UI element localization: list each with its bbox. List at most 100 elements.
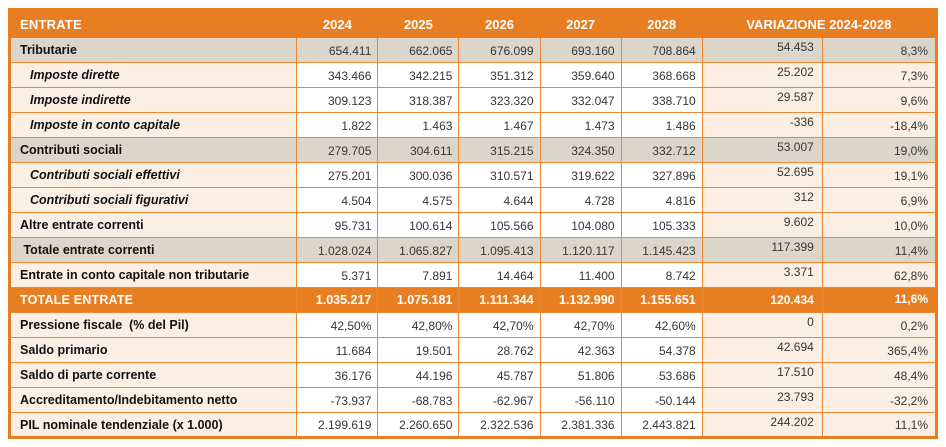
variation-value: 120.434 [701, 287, 823, 313]
year-value: 1.120.117 [539, 237, 622, 263]
year-value: 323.320 [458, 87, 541, 113]
year-value: 2.443.821 [620, 412, 703, 438]
year-value: 95.731 [296, 212, 379, 238]
table-row: PIL nominale tendenziale (x 1.000) 2.199.… [8, 412, 938, 438]
row-label: Imposte in conto capitale [8, 112, 298, 138]
variation-value: -336 [701, 112, 823, 138]
variation-value: 0 [701, 312, 823, 338]
year-value: -73.937 [296, 387, 379, 413]
year-value: 2.260.650 [377, 412, 460, 438]
row-label: Saldo primario [8, 337, 298, 363]
year-value: 1.028.024 [296, 237, 379, 263]
row-label: Imposte dirette [8, 62, 298, 88]
year-value: -50.144 [620, 387, 703, 413]
year-value: 44.196 [377, 362, 460, 388]
variation-value: 312 [701, 187, 823, 213]
table-row: Saldo primario 11.684 19.501 28.762 42.363 54… [8, 337, 938, 363]
header-entrate: ENTRATE [8, 9, 298, 38]
row-label: Contributi sociali figurativi [8, 187, 298, 213]
variation-percent: 19,0% [821, 137, 938, 163]
variation-percent: 11,1% [821, 412, 938, 438]
year-value: 4.728 [539, 187, 622, 213]
variation-percent: 0,2% [821, 312, 938, 338]
row-label: Altre entrate correnti [8, 212, 298, 238]
year-value: 42,70% [539, 312, 622, 338]
year-value: 338.710 [620, 87, 703, 113]
variation-value: 52.695 [701, 162, 823, 188]
year-value: 42,50% [296, 312, 379, 338]
variation-percent: 7,3% [821, 62, 938, 88]
year-value: 275.201 [296, 162, 379, 188]
variation-percent: 6,9% [821, 187, 938, 213]
table-row: Totale entrate correnti 1.028.024 1.065.82… [8, 237, 938, 263]
year-value: 2.381.336 [539, 412, 622, 438]
year-value: 351.312 [458, 62, 541, 88]
year-value: 315.215 [458, 137, 541, 163]
table-row: Altre entrate correnti 95.731 100.614 105.5… [8, 212, 938, 238]
year-value: 319.622 [539, 162, 622, 188]
variation-percent: 10,0% [821, 212, 938, 238]
year-value: 654.411 [296, 37, 379, 63]
variation-value: 29.587 [701, 87, 823, 113]
variation-percent: 8,3% [821, 37, 938, 63]
header-variazione: VARIAZIONE 2024-2028 [701, 9, 938, 38]
variation-value: 3.371 [701, 262, 823, 288]
year-value: 1.111.344 [458, 287, 541, 313]
year-value: 51.806 [539, 362, 622, 388]
year-value: 53.686 [620, 362, 703, 388]
variation-value: 244.202 [701, 412, 823, 438]
year-value: 2.322.536 [458, 412, 541, 438]
year-value: 11.400 [539, 262, 622, 288]
variation-percent: 48,4% [821, 362, 938, 388]
variation-value: 117.399 [701, 237, 823, 263]
year-value: 4.504 [296, 187, 379, 213]
table-row: Accreditamento/Indebitamento netto -73.93… [8, 387, 938, 413]
year-value: 2.199.619 [296, 412, 379, 438]
year-value: 662.065 [377, 37, 460, 63]
variation-percent: 9,6% [821, 87, 938, 113]
year-value: 14.464 [458, 262, 541, 288]
table-row: Imposte in conto capitale 1.822 1.463 1.467… [8, 112, 938, 138]
year-value: 309.123 [296, 87, 379, 113]
header-year-2024: 2024 [296, 9, 379, 38]
year-value: 1.473 [539, 112, 622, 138]
header-year-2025: 2025 [377, 9, 460, 38]
year-value: 359.640 [539, 62, 622, 88]
table-body: Tributarie 654.411 662.065 676.099 693.160 70… [8, 37, 938, 438]
year-value: 105.566 [458, 212, 541, 238]
table-row: Contributi sociali effettivi 275.201 300.0… [8, 162, 938, 188]
row-label: Totale entrate correnti [8, 237, 298, 263]
row-label: Pressione fiscale (% del Pil) [8, 312, 298, 338]
year-value: 5.371 [296, 262, 379, 288]
table-row: TOTALE ENTRATE 1.035.217 1.075.181 1.111.34… [8, 287, 938, 313]
table-row: Saldo di parte corrente 36.176 44.196 45.78… [8, 362, 938, 388]
variation-value: 23.793 [701, 387, 823, 413]
year-value: 332.047 [539, 87, 622, 113]
table-row: Contributi sociali 279.705 304.611 315.215 3… [8, 137, 938, 163]
year-value: 279.705 [296, 137, 379, 163]
year-value: 8.742 [620, 262, 703, 288]
header-year-2028: 2028 [620, 9, 703, 38]
year-value: 1.035.217 [296, 287, 379, 313]
row-label: Imposte indirette [8, 87, 298, 113]
table-row: Entrate in conto capitale non tributarie… [8, 262, 938, 288]
variation-percent: 11,4% [821, 237, 938, 263]
year-value: 1.822 [296, 112, 379, 138]
year-value: 304.611 [377, 137, 460, 163]
row-label: Contributi sociali effettivi [8, 162, 298, 188]
variation-value: 25.202 [701, 62, 823, 88]
row-label: Saldo di parte corrente [8, 362, 298, 388]
year-value: 310.571 [458, 162, 541, 188]
header-year-2026: 2026 [458, 9, 541, 38]
row-label: Accreditamento/Indebitamento netto [8, 387, 298, 413]
year-value: 45.787 [458, 362, 541, 388]
year-value: 7.891 [377, 262, 460, 288]
year-value: 1.145.423 [620, 237, 703, 263]
row-label: PIL nominale tendenziale (x 1.000) [8, 412, 298, 438]
year-value: 42,60% [620, 312, 703, 338]
year-value: 4.644 [458, 187, 541, 213]
year-value: 19.501 [377, 337, 460, 363]
row-label: Tributarie [8, 37, 298, 63]
year-value: 332.712 [620, 137, 703, 163]
year-value: 42,80% [377, 312, 460, 338]
